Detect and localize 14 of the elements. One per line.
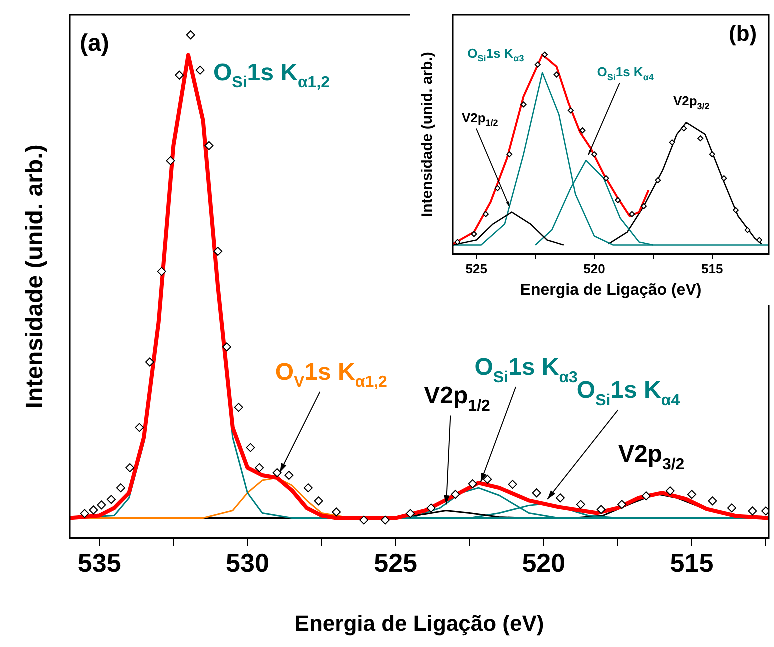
- x-axis-title: Energia de Ligação (eV): [294, 610, 544, 636]
- x-tick-label: 535: [78, 548, 122, 578]
- x-tick-label: 515: [670, 548, 714, 578]
- x-axis-title: Energia de Ligação (eV): [520, 282, 702, 299]
- x-tick-label: 530: [226, 548, 270, 578]
- x-tick-label: 515: [702, 262, 724, 277]
- x-tick-label: 520: [522, 548, 566, 578]
- y-axis-title: Intensidade (unid. arb.): [22, 144, 49, 409]
- x-tick-label: 520: [584, 262, 606, 277]
- y-axis-title: Intensidade (unid. arb.): [419, 52, 436, 218]
- x-tick-label: 525: [466, 262, 488, 277]
- annotation: (a): [80, 30, 110, 57]
- annotation: (b): [729, 21, 758, 46]
- x-tick-label: 525: [374, 548, 418, 578]
